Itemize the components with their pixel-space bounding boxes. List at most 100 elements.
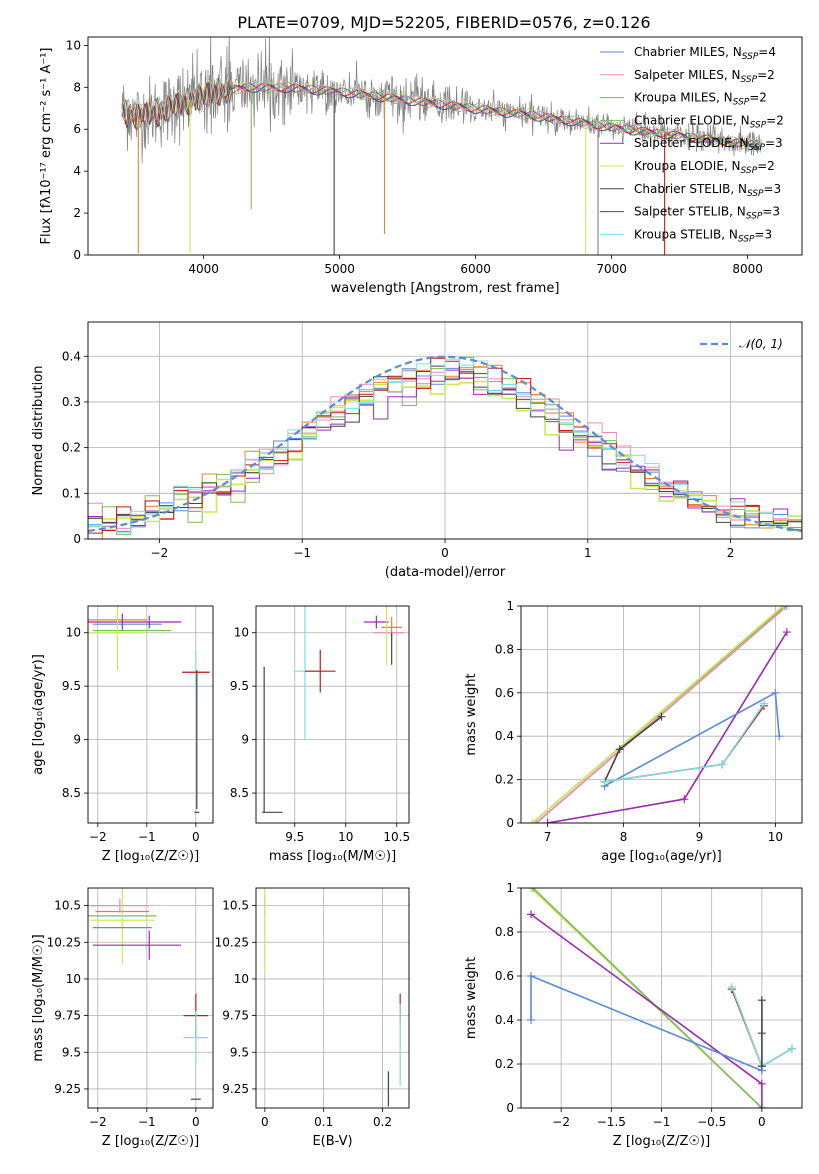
age_vs_mass-xtick-label: 9.5 <box>285 830 304 844</box>
massweight_vs_age-marker-chabrier_stelib <box>657 712 666 721</box>
mass_vs_z-ytick-label: 10.25 <box>47 935 81 949</box>
massweight_vs_z-ytick-label: 0.8 <box>495 925 514 939</box>
figure-title: PLATE=0709, MJD=52205, FIBERID=0576, z=0… <box>237 13 650 32</box>
mass_vs_ebv-xtick-label: 0.2 <box>373 1115 392 1129</box>
mass_vs_z-ytick-label: 10 <box>66 972 81 986</box>
spectrum-xtick-label: 5000 <box>324 262 355 276</box>
massweight_vs_age-marker-chabrier_miles <box>771 688 780 697</box>
residuals-ytick-label: 0.4 <box>62 349 81 363</box>
spectrum-xtick-label: 7000 <box>596 262 627 276</box>
massweight_vs_z-marker-chabrier_stelib <box>757 996 766 1005</box>
mass_vs_z-ytick-label: 9.5 <box>62 1045 81 1059</box>
massweight_vs_age-ytick-label: 1 <box>506 599 514 613</box>
age_vs_z-ytick-label: 9.5 <box>62 679 81 693</box>
spectrum-legend-label: Salpeter ELODIE, NSSP=3 <box>634 136 783 153</box>
spectrum-model-chabrier_stelib <box>121 81 761 150</box>
mass_vs_z-xtick-label: −1 <box>138 1115 156 1129</box>
mass_vs_z-frame <box>87 887 214 1109</box>
residuals-xtick-label: 0 <box>441 546 449 560</box>
spectrum-legend-label: Kroupa STELIB, NSSP=3 <box>634 227 772 244</box>
age_vs_z-ytick-label: 9 <box>73 733 81 747</box>
massweight_vs_z-ytick-label: 0.2 <box>495 1057 514 1071</box>
massweight_vs_z-marker-kroupa_stelib <box>727 983 736 991</box>
residuals-xtick-label: 1 <box>584 546 592 560</box>
age_vs_mass-ytick-label: 10 <box>234 626 249 640</box>
massweight_vs_age-ytick-label: 0.4 <box>495 729 514 743</box>
age_vs_z-plot-area <box>88 606 210 813</box>
massweight_vs_age-marker-kroupa_stelib <box>760 699 769 708</box>
spectrum-model-salpeter_stelib <box>121 76 761 149</box>
massweight_vs_z-xtick-label: −1 <box>653 1115 671 1129</box>
massweight_vs_z-marker-chabrier_stelib <box>757 1029 766 1038</box>
residuals-ytick-label: 0.3 <box>62 395 81 409</box>
mass_vs_z-ytick-label: 10.5 <box>54 899 81 913</box>
spectrum-legend-label: Kroupa MILES, NSSP=2 <box>634 91 767 108</box>
massweight_vs_z-ytick-label: 0.4 <box>495 1013 514 1027</box>
massweight_vs_age-frame <box>520 605 803 824</box>
mass_vs_z-plot-area <box>88 888 209 1100</box>
mass_vs_ebv-plot-area <box>264 888 401 1107</box>
massweight_vs_age-plot-area <box>528 606 791 823</box>
spectrum-legend-label: Salpeter STELIB, NSSP=3 <box>634 205 780 222</box>
massweight_vs_age-marker-kroupa_elodie <box>528 819 537 823</box>
age_vs_mass-ytick-label: 9 <box>241 733 249 747</box>
massweight_vs_z-marker-salpeter_elodie <box>757 1104 766 1108</box>
mass_vs_ebv-xtick-label: 0.1 <box>314 1115 333 1129</box>
massweight_vs_z-series-chabrier_miles <box>530 974 763 1072</box>
mass_vs_ebv-xlabel: E(B-V) <box>312 1134 352 1149</box>
age_vs_mass-xlabel: mass [log₁₀(M/M☉)] <box>269 849 396 864</box>
spectrum-legend-label: Chabrier STELIB, NSSP=3 <box>634 182 781 199</box>
residuals-xtick-label: 2 <box>727 546 735 560</box>
spectrum-plot-area <box>121 37 762 255</box>
residuals-xtick-label: −1 <box>293 546 311 560</box>
mass_vs_z-xtick-label: 0 <box>192 1115 200 1129</box>
massweight_vs_z-series-salpeter_elodie <box>530 913 763 1108</box>
massweight_vs_z-marker-chabrier_stelib <box>757 1062 766 1071</box>
spectrum-legend-label: Kroupa ELODIE, NSSP=2 <box>634 159 775 176</box>
massweight_vs_age-marker-kroupa_stelib <box>718 760 727 769</box>
residuals-xtick-label: −2 <box>151 546 169 560</box>
spectrum-legend-label: Salpeter MILES, NSSP=2 <box>634 68 775 85</box>
massweight_vs_z-marker-kroupa_elodie <box>527 888 536 892</box>
massweight_vs_z-marker-salpeter_elodie <box>757 1079 766 1088</box>
residuals-gaussian-line <box>88 355 802 533</box>
massweight_vs_age-series-chabrier_miles <box>604 691 780 787</box>
massweight_vs_z-xtick-label: −2 <box>552 1115 570 1129</box>
spectrum-ytick-label: 6 <box>73 122 81 136</box>
age_vs_z-ytick-label: 10 <box>66 626 81 640</box>
spectrum-ytick-label: 8 <box>73 80 81 94</box>
massweight_vs_z-ytick-label: 1 <box>506 881 514 895</box>
age_vs_z-xtick-label: 0 <box>192 830 200 844</box>
massweight_vs_z-ylabel: mass weight <box>464 957 479 1039</box>
residuals-ylabel: Normed distribution <box>31 366 46 496</box>
spectrum-legend-label: Chabrier ELODIE, NSSP=2 <box>634 113 784 130</box>
massweight_vs_age-xtick-label: 9 <box>696 830 704 844</box>
massweight_vs_z-marker-chabrier_miles <box>527 972 536 980</box>
spectrum-frame <box>87 36 803 256</box>
massweight_vs_age-marker-kroupa_elodie <box>779 606 788 610</box>
age_vs_z-xtick-label: −2 <box>89 830 107 844</box>
mass_vs_ebv-ytick-label: 10 <box>234 972 249 986</box>
mass_vs_ebv-ytick-label: 9.25 <box>222 1082 249 1096</box>
age_vs_mass-frame <box>255 605 410 824</box>
residuals-ytick-label: 0 <box>73 532 81 546</box>
spectrum-ytick-label: 4 <box>73 164 81 178</box>
age_vs_z-ylabel: age [log₁₀(age/yr)] <box>31 654 46 775</box>
mass_vs_z-ytick-label: 9.75 <box>54 1009 81 1023</box>
massweight_vs_age-marker-salpeter_miles <box>782 606 791 610</box>
age_vs_mass-plot-area <box>262 606 404 813</box>
massweight_vs_z-frame <box>520 887 803 1109</box>
mass_vs_ebv-ytick-label: 9.5 <box>230 1045 249 1059</box>
age_vs_mass-xtick-label: 10.5 <box>383 830 410 844</box>
massweight_vs_age-marker-salpeter_elodie <box>543 819 552 823</box>
mass_vs_ebv-ytick-label: 10.5 <box>222 899 249 913</box>
massweight_vs_age-series-chabrier_stelib <box>603 716 662 783</box>
age_vs_z-xlabel: Z [log₁₀(Z/Z☉)] <box>102 849 199 864</box>
massweight_vs_age-xtick-label: 7 <box>544 830 552 844</box>
residuals-ytick-label: 0.1 <box>62 486 81 500</box>
massweight_vs_age-xtick-label: 8 <box>620 830 628 844</box>
age_vs_mass-ytick-label: 8.5 <box>230 786 249 800</box>
massweight_vs_z-ytick-label: 0 <box>506 1101 514 1115</box>
spectrum-xtick-label: 6000 <box>460 262 491 276</box>
